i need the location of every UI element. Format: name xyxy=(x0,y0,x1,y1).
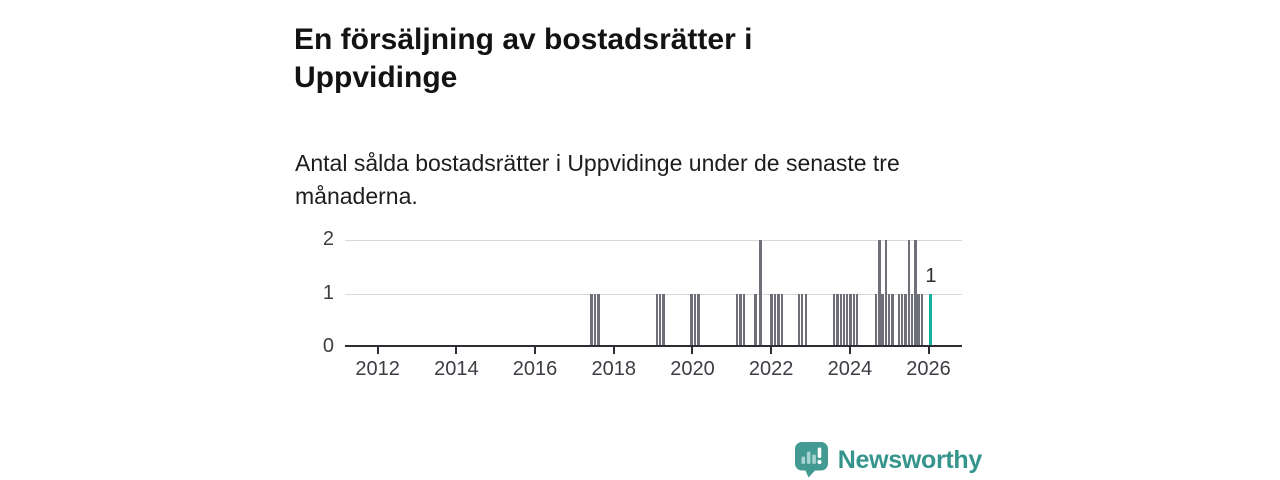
y-axis-tick-label: 1 xyxy=(322,281,334,304)
bar xyxy=(878,240,881,345)
x-axis-tick xyxy=(848,347,851,354)
bar xyxy=(800,293,804,345)
x-axis-line xyxy=(345,345,962,347)
bar xyxy=(920,293,924,345)
x-axis-tick-label: 2026 xyxy=(906,358,951,380)
bar xyxy=(849,293,852,345)
x-axis-tick xyxy=(770,347,773,354)
bar xyxy=(900,293,904,345)
bar xyxy=(836,293,839,345)
bar xyxy=(881,293,884,345)
bar xyxy=(662,293,665,345)
bar xyxy=(597,293,600,345)
y-gridline xyxy=(345,293,962,295)
bar xyxy=(907,240,911,345)
newsworthy-wordmark: Newsworthy xyxy=(837,445,983,474)
x-axis-tick xyxy=(534,347,537,354)
bar xyxy=(855,293,859,345)
bar xyxy=(904,293,907,345)
x-axis-tick-label: 2022 xyxy=(748,358,794,380)
bar xyxy=(777,293,780,345)
bar xyxy=(884,240,888,345)
x-axis-tick-label: 2016 xyxy=(512,358,558,380)
bar xyxy=(780,293,784,345)
bar xyxy=(842,293,846,345)
y-gridline xyxy=(345,240,962,241)
x-axis-tick xyxy=(691,347,694,354)
bar xyxy=(874,293,878,345)
bar-value-annotation: 1 xyxy=(925,264,937,287)
bar-chart-plot-area: 0 1 2 2012 2014 2016 2018 2020 2022 2024 2026 1 xyxy=(290,0,990,420)
x-axis-tick-label: 2024 xyxy=(827,358,873,380)
bar xyxy=(739,293,742,345)
bar xyxy=(839,293,843,345)
bar xyxy=(917,293,920,345)
bar xyxy=(754,293,757,345)
bar xyxy=(658,293,662,345)
bar xyxy=(742,293,746,345)
bar xyxy=(832,293,836,345)
x-axis-tick xyxy=(927,347,930,354)
bar xyxy=(852,293,856,345)
bar xyxy=(897,293,901,345)
chart-subtitle: Antal sålda bostadsrätter i Uppvidinge u… xyxy=(295,150,900,209)
bar xyxy=(770,293,773,345)
x-axis-tick-label: 2018 xyxy=(591,358,637,380)
bar xyxy=(887,293,891,345)
bar xyxy=(735,293,739,345)
bar xyxy=(773,293,777,345)
bar xyxy=(697,293,700,345)
y-axis-tick-label: 2 xyxy=(322,228,334,250)
x-axis-tick xyxy=(612,347,615,354)
bar xyxy=(655,293,659,345)
chart-title: En försäljning av bostadsrätter i Uppvid… xyxy=(294,23,753,95)
bar xyxy=(759,240,762,345)
bar xyxy=(690,293,693,345)
bar xyxy=(845,293,849,345)
x-axis-tick-label: 2020 xyxy=(670,358,715,380)
bar xyxy=(797,293,801,345)
y-axis-tick-label: 0 xyxy=(322,335,334,357)
bar xyxy=(804,293,808,345)
bar xyxy=(914,240,917,345)
bar xyxy=(593,293,597,345)
x-axis-tick-label: 2014 xyxy=(434,358,479,380)
highlighted-bar xyxy=(929,293,933,345)
newsworthy-logo: Newsworthy xyxy=(794,441,982,479)
bar xyxy=(590,293,593,345)
newsworthy-bubble-chart-icon xyxy=(794,442,828,478)
bar xyxy=(693,293,697,345)
x-axis-tick xyxy=(376,347,379,354)
x-axis-tick xyxy=(455,347,458,354)
chart-card: En försäljning av bostadsrätter i Uppvid… xyxy=(290,0,990,480)
bar xyxy=(891,293,894,345)
x-axis-tick-label: 2012 xyxy=(355,358,400,380)
bar xyxy=(910,293,914,345)
